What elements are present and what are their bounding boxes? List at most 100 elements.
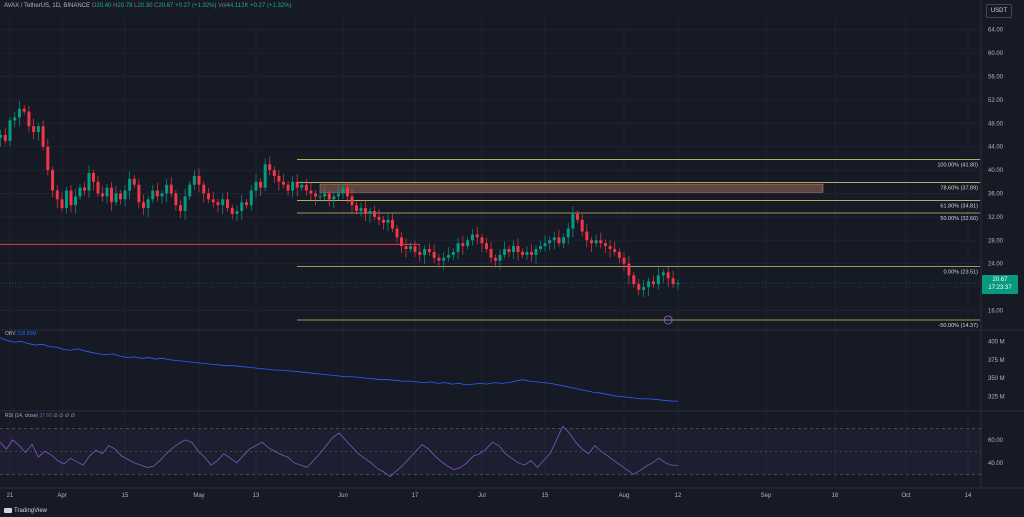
rsi-label: RSI (14, close) xyxy=(5,413,39,419)
time-axis-label: 13 xyxy=(253,493,260,499)
time-axis-label: May xyxy=(193,493,204,499)
resistance-zone-box xyxy=(319,183,824,193)
candle-body xyxy=(114,193,118,203)
candle-body xyxy=(277,175,281,182)
candle-body xyxy=(336,193,340,197)
tradingview-logo-text: TradingView xyxy=(14,508,48,515)
candle-body xyxy=(137,184,141,203)
alert-icon xyxy=(663,315,673,325)
candle-body xyxy=(27,111,31,127)
candle-body xyxy=(585,231,589,241)
time-axis-label: 16 xyxy=(832,493,839,499)
candle-body xyxy=(65,190,68,209)
time-axis-label: Jul xyxy=(478,493,486,499)
candle-body xyxy=(364,208,367,214)
candle-body xyxy=(221,199,225,206)
price-axis-label: 60.00 xyxy=(988,51,1004,57)
symbol-title: AVAX / TetherUS, 1D, BINANCE xyxy=(4,3,91,9)
candle-body xyxy=(355,205,358,212)
candle-body xyxy=(470,234,474,241)
candle-body xyxy=(580,219,584,232)
candle-body xyxy=(359,208,363,212)
time-axis-label: Jun xyxy=(338,493,348,499)
candle-body xyxy=(92,173,95,182)
candle-body xyxy=(507,249,511,252)
obv-pane xyxy=(0,337,679,402)
time-axis-label: 15 xyxy=(542,493,549,499)
time-axis-label: 21 xyxy=(7,493,14,499)
candle-body xyxy=(557,237,561,244)
candle-body xyxy=(661,272,665,276)
obv-axis-label: 375 M xyxy=(988,358,1005,364)
rsi-legend[interactable]: RSI (14, close) 37.66 ∅ ∅ ∅ ∅ xyxy=(5,413,75,419)
candle-body xyxy=(96,181,100,194)
price-axis-label: 24.00 xyxy=(988,262,1004,268)
candle-body xyxy=(341,187,345,194)
time-axis-label: 15 xyxy=(122,493,129,499)
candle-body xyxy=(69,190,73,206)
candle-body xyxy=(207,193,210,200)
currency-unit-button[interactable]: USDT xyxy=(986,4,1012,18)
obv-value: 318.86M xyxy=(16,331,37,337)
candle-body xyxy=(51,170,55,191)
rsi-line xyxy=(0,425,679,478)
time-axis-label: Sep xyxy=(761,493,772,499)
candle-body xyxy=(456,243,460,252)
candle-body xyxy=(594,240,598,244)
obv-legend[interactable]: OBV 318.86M xyxy=(5,331,36,337)
candle-body xyxy=(400,237,403,247)
candle-body xyxy=(286,184,290,191)
candle-body xyxy=(656,275,660,285)
time-axis-label: 14 xyxy=(965,493,972,499)
candle-body xyxy=(323,193,327,197)
candle-body xyxy=(332,196,336,200)
candle-body xyxy=(226,199,229,209)
fib-level-label: 50.00% (32.66) xyxy=(940,216,978,222)
candle-body xyxy=(530,251,533,255)
bar-countdown: 17:23:37 xyxy=(988,285,1012,291)
candle-body xyxy=(155,190,159,197)
price-axis-label: 48.00 xyxy=(988,121,1004,127)
candle-body xyxy=(291,181,295,191)
candle-body xyxy=(589,240,593,244)
obv-axis-label: 350 M xyxy=(988,376,1005,382)
fib-level-label: 0.00% (23.51) xyxy=(943,270,978,276)
fib-retracement[interactable]: 100.00% (41.80) 78.60% (37.89) 61.80% (34.… xyxy=(297,159,980,329)
candle-body xyxy=(179,205,182,212)
candle-body xyxy=(32,126,36,133)
candle-body xyxy=(110,187,113,203)
time-axis-label: Oct xyxy=(901,493,911,499)
price-axis-label: 40.00 xyxy=(988,168,1004,174)
candle-body xyxy=(647,281,651,288)
resistance-zone xyxy=(0,183,824,245)
candle-body xyxy=(377,216,381,220)
candle-body xyxy=(423,249,427,255)
rsi-axis-label: 60.00 xyxy=(988,438,1004,444)
candle-body xyxy=(36,126,40,133)
volume-change: +0.27 (+1.32%) xyxy=(250,3,292,9)
candle-body xyxy=(552,237,556,241)
candle-body xyxy=(309,190,313,194)
candle-body xyxy=(562,237,566,244)
price-axis-label: 16.00 xyxy=(988,308,1004,314)
rsi-pane xyxy=(0,425,981,478)
candle-body xyxy=(174,193,178,206)
candle-body xyxy=(391,219,394,229)
candle-body xyxy=(516,246,520,252)
candle-body xyxy=(87,173,91,191)
rsi-value: 37.66 xyxy=(39,413,52,419)
candle-body xyxy=(169,184,173,194)
candle-body xyxy=(475,234,479,238)
candle-body xyxy=(188,184,192,197)
tradingview-logo[interactable]: TradingView xyxy=(4,508,47,514)
time-axis[interactable]: 21 Apr 15 May 13 Jun 17 Jul 15 Aug 12 Sep 16 Oct 14 xyxy=(7,493,972,499)
candlestick-series xyxy=(0,101,981,325)
candle-body xyxy=(608,246,612,250)
symbol-legend[interactable]: AVAX / TetherUS, 1D, BINANCE O20.40 H20.… xyxy=(4,3,292,9)
candle-body xyxy=(404,246,408,250)
candle-body xyxy=(183,196,187,212)
candle-body xyxy=(642,287,646,290)
candle-body xyxy=(268,164,272,171)
last-price-tag: 20.67 17:23:37 xyxy=(982,275,1018,294)
